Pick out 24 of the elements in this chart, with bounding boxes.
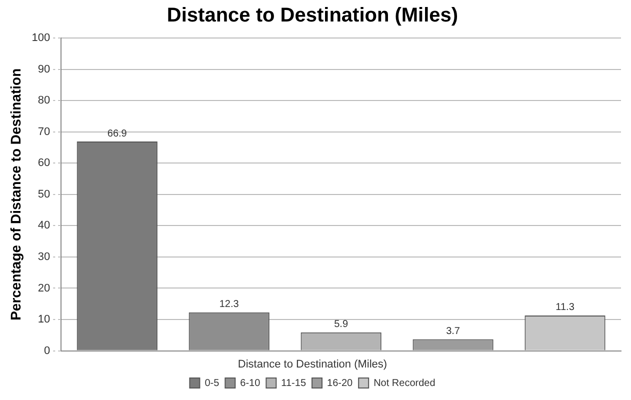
legend-label: Not Recorded (374, 378, 436, 389)
legend-label: 0-5 (204, 378, 220, 389)
data-label: 66.9 (107, 128, 128, 140)
legend-label: 16-20 (327, 378, 354, 389)
legend-label: 6-10 (240, 378, 261, 389)
data-label: 3.7 (446, 326, 460, 337)
legend-title: Distance to Destination (Miles) (238, 358, 388, 370)
y-tick-label: 80 (38, 94, 50, 107)
y-tick-label: 60 (38, 157, 50, 170)
legend-label: 11-15 (281, 378, 306, 389)
y-axis-title: Percentage of Distance to Destination (7, 68, 24, 320)
chart-title: Distance to Destination (Miles) (166, 4, 458, 27)
y-tick-label: 20 (38, 282, 50, 294)
y-tick-label: 50 (38, 188, 50, 200)
data-label: 12.3 (219, 299, 240, 310)
y-tick-label: 30 (38, 250, 50, 263)
y-tick-label: 100 (32, 32, 50, 44)
data-label: 11.3 (556, 302, 575, 314)
y-tick-label: 40 (38, 220, 50, 232)
data-label: 5.9 (334, 319, 348, 330)
y-tick-label: 70 (38, 126, 50, 138)
y-tick-label: 90 (38, 63, 50, 76)
y-tick-label: 10 (38, 314, 50, 326)
y-tick-label: 0 (44, 344, 50, 357)
